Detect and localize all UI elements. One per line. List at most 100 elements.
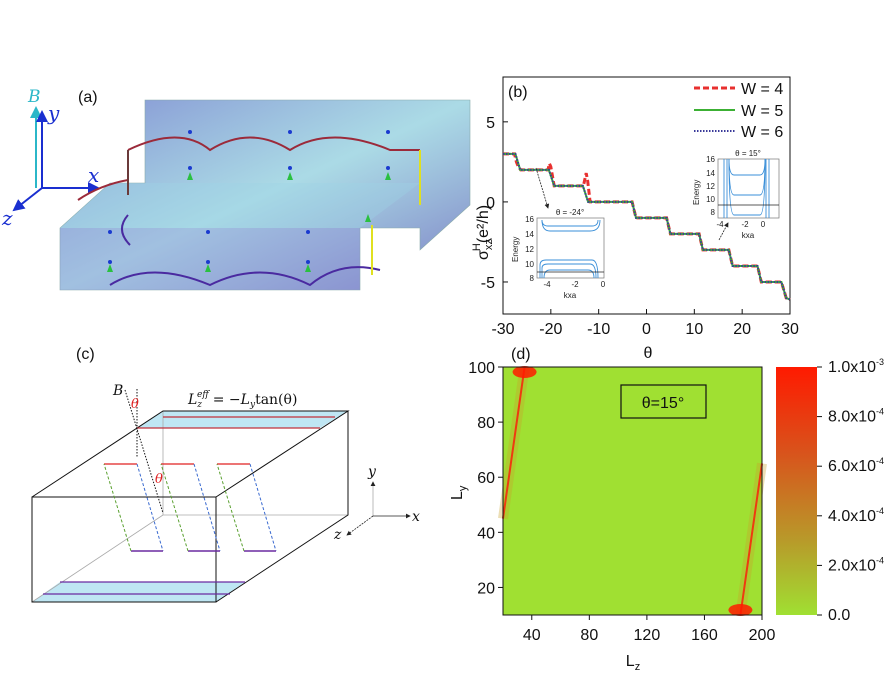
ylabel-sub: xz [483, 239, 495, 250]
y-label-c: y [367, 464, 377, 480]
colorbar-tick-label: 0.0 [828, 607, 850, 624]
formula-lhs: L [187, 392, 197, 408]
inset2-ytick: 12 [706, 182, 715, 191]
colorbar-tick-label: 8.0x10-4 [828, 407, 884, 426]
x-tick-label: 10 [685, 321, 703, 338]
legend-label-w4: W = 4 [741, 81, 783, 98]
colorbar-tick-base: 1.0x10 [828, 359, 876, 376]
panel-c-label: (c) [76, 346, 95, 363]
inset1-ytick: 12 [525, 245, 534, 254]
colorbar-tick-exp: -4 [876, 506, 884, 516]
plot-b-xlabel: θ [644, 345, 653, 362]
colorbar-tick-base: 6.0x10 [828, 458, 876, 475]
y-tick-label: 40 [477, 525, 495, 542]
heatmap-ticks: 40 80 120 160 200 20 40 60 80 100 [468, 360, 775, 644]
colorbar-ticks: 0.02.0x10-44.0x10-46.0x10-48.0x10-41.0x1… [817, 357, 884, 624]
annotation-box [620, 384, 707, 419]
inset1-xtick: -2 [571, 280, 579, 289]
formula-rhs: = −L [213, 392, 250, 408]
edge-loops [103, 463, 277, 552]
inset1-title: θ = -24° [556, 208, 584, 217]
y-tick-label: -5 [481, 275, 495, 292]
annotation-text: θ=15° [642, 395, 684, 412]
top-edge-strip [137, 411, 348, 428]
inset1-ytick: 16 [525, 215, 534, 224]
heatmap-frame [502, 366, 763, 616]
panel-a-label: (a) [78, 89, 98, 106]
x-tick-label: -10 [587, 321, 610, 338]
b-label: B [112, 383, 123, 399]
inset2-title: θ = 15° [735, 149, 761, 158]
colorbar-tick-exp: -4 [876, 407, 884, 417]
inset2-xtick: -4 [716, 220, 724, 229]
x-tick-label: 30 [781, 321, 799, 338]
b-field-line [124, 389, 164, 514]
colorbar-tick-base: 2.0x10 [828, 557, 876, 574]
ridge-line [502, 366, 526, 519]
x-tick-label: 20 [733, 321, 751, 338]
ridge-line [739, 463, 763, 616]
legend: W = 4 W = 5 W = 6 [694, 81, 783, 141]
inset1-xtick: 0 [601, 280, 606, 289]
colorbar-tick-exp: -4 [876, 456, 884, 466]
ylabel-sub-d: y [457, 485, 469, 491]
box-outline [31, 410, 350, 603]
theta-label-mid: θ [155, 472, 163, 487]
axes-triad-c: y x z [333, 464, 420, 543]
x-tick-label: 120 [634, 627, 661, 644]
x-label: x [88, 163, 99, 187]
inset2-xtick: -2 [741, 220, 749, 229]
series-line-w6 [503, 152, 791, 301]
formula: Lzeff = −Lytan(θ) [187, 390, 297, 410]
inset-theta-15: θ = 15° 16 14 12 10 8 -4 -2 0 kxa Energy [692, 149, 780, 241]
colorbar-tick-label: 6.0x10-4 [828, 456, 884, 475]
inset1-ytick: 8 [530, 274, 535, 283]
heatmap-background [503, 367, 762, 615]
edge-loop [216, 463, 277, 552]
y-tick-label: 20 [477, 580, 495, 597]
x-tick-label: 200 [749, 627, 776, 644]
inset1-ylabel: Energy [511, 237, 520, 262]
y-tick-label: 80 [477, 415, 495, 432]
svg-text:σxzH(e²/h): σxzH(e²/h) [471, 205, 495, 260]
inset1-xlabel: kxa [564, 291, 577, 300]
z-axis-arrow [12, 187, 43, 212]
colorbar-tick-exp: -4 [876, 555, 884, 565]
plot-b-series [503, 152, 791, 301]
xlabel-sub: z [635, 661, 641, 673]
colorbar-tick-exp: -3 [876, 357, 884, 367]
heatmap-xlabel: Lz [626, 653, 640, 673]
x-label-c: x [412, 509, 420, 525]
inset2-ytick: 16 [706, 155, 715, 164]
colorbar-tick-base: 8.0x10 [828, 409, 876, 426]
ylabel-main: σ [475, 250, 492, 260]
inset2-xtick: 0 [761, 220, 766, 229]
y-tick-label: 5 [486, 115, 495, 132]
x-tick-label: 0 [642, 321, 651, 338]
inset1-ytick: 10 [525, 260, 534, 269]
inset2-ylabel: Energy [692, 180, 701, 205]
colorbar-tick-base: 0.0 [828, 607, 850, 624]
inset2-ytick: 8 [711, 208, 716, 217]
heatmap-ridges [498, 366, 767, 616]
panel-d-label: (d) [511, 346, 531, 363]
x-tick-label: -20 [539, 321, 562, 338]
colorbar-tick-label: 2.0x10-4 [828, 555, 884, 574]
b-label: B [27, 87, 41, 107]
heatmap-ylabel: Ly [449, 485, 469, 500]
ylabel-unit: (e²/h) [475, 205, 492, 243]
inset-theta-neg24: θ = -24° 16 14 12 10 8 -4 -2 0 kxa Energ… [511, 167, 606, 300]
x-tick-label: -30 [491, 321, 514, 338]
formula-lhs-sup: eff [197, 390, 210, 400]
inset1-xtick: -4 [543, 280, 551, 289]
legend-label-w6: W = 6 [741, 124, 783, 141]
xlabel-main: L [626, 653, 635, 670]
x-tick-label: 80 [580, 627, 598, 644]
formula-rhs-sub: y [249, 400, 256, 410]
x-tick-label: 40 [523, 627, 541, 644]
panel-c: (c) B θ θ Lzeff = −Lytan(θ) y x [31, 346, 420, 603]
